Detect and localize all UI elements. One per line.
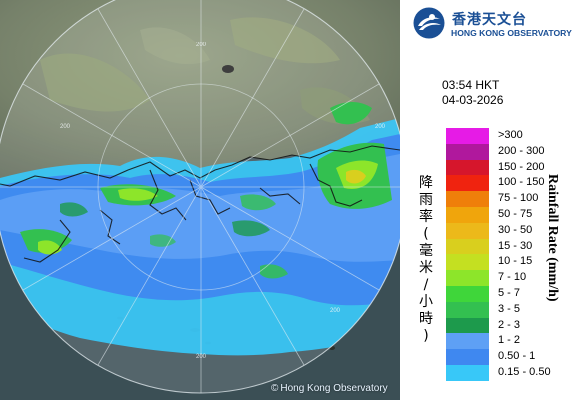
image-date: 04-03-2026 — [442, 93, 504, 107]
legend-swatch — [446, 317, 489, 334]
legend-label: >300 — [498, 129, 523, 141]
range-marker: 200 — [196, 42, 207, 48]
legend-row: 10 - 15 — [446, 254, 564, 271]
legend-swatch — [446, 159, 489, 176]
legend-label: 1 - 2 — [498, 334, 521, 347]
legend-swatch — [446, 191, 489, 207]
rain-echo — [260, 264, 288, 279]
rainfall-legend: >300 200 - 300 150 - 200 100 - 150 75 - 100 5… — [446, 128, 564, 381]
legend-swatch — [446, 128, 489, 144]
legend-swatch — [446, 349, 489, 365]
rain-echo — [150, 234, 176, 247]
legend-title-char: 降 — [419, 175, 433, 191]
lowland-patch — [140, 27, 210, 65]
legend-row: 15 - 30 — [446, 238, 564, 255]
rain-echo — [0, 154, 400, 262]
legend-row: >300 — [446, 128, 564, 144]
legend-label: 0.15 - 0.50 — [498, 365, 551, 378]
legend-label: 50 - 75 — [498, 207, 533, 220]
range-marker: 200 — [330, 308, 341, 314]
legend-row: 150 - 200 — [446, 159, 564, 176]
radar-map[interactable]: 200 200 200 200 200 © Hong Kong Observato… — [0, 0, 400, 400]
legend-label: 10 - 15 — [498, 255, 533, 268]
legend-title-char: 米 — [419, 260, 433, 276]
range-marker: 200 — [60, 124, 71, 130]
legend-row: 5 - 7 — [446, 285, 564, 302]
lowland-patch — [40, 53, 150, 112]
rain-echo — [240, 194, 276, 211]
legend-title-char: 小 — [419, 294, 433, 310]
legend-title-chinese: 降雨率(毫米 / 小時) — [418, 175, 434, 345]
map-copyright: © Hong Kong Observatory — [271, 383, 388, 394]
legend-row: 50 - 75 — [446, 206, 564, 223]
rain-echo-layer — [0, 102, 400, 356]
legend-label: 7 - 10 — [498, 271, 527, 284]
legend-title-char: / — [423, 277, 429, 293]
hko-logo[interactable]: 香港天文台 HONG KONG OBSERVATORY — [412, 6, 572, 42]
legend-title-char: 時 — [419, 311, 433, 327]
image-time: 03:54 HKT — [442, 78, 500, 92]
legend-row: 200 - 300 — [446, 143, 564, 160]
legend-title-char: ) — [423, 328, 429, 344]
legend-title-char: 率 — [419, 209, 433, 225]
hko-emblem-icon — [413, 7, 445, 39]
info-panel: 香港天文台 HONG KONG OBSERVATORY 03:54 HKT 04… — [400, 0, 577, 400]
legend-swatch — [446, 222, 489, 239]
rain-echo — [118, 188, 158, 201]
legend-swatch — [446, 175, 489, 192]
coastline — [0, 145, 400, 263]
legend-swatch — [446, 270, 489, 286]
legend-label: 3 - 5 — [498, 302, 521, 315]
legend-title-char: ( — [423, 226, 429, 242]
copyright-symbol: © — [271, 383, 279, 394]
legend-row: 30 - 50 — [446, 222, 564, 239]
copyright-text: Hong Kong Observatory — [280, 383, 388, 394]
legend-row: 75 - 100 — [446, 191, 564, 207]
legend-label: 30 - 50 — [498, 223, 533, 236]
legend-title-char: 雨 — [419, 192, 433, 208]
legend-label: 15 - 30 — [498, 239, 533, 252]
rain-echo — [60, 202, 88, 217]
rain-echo — [346, 169, 366, 184]
rain-echo — [232, 220, 270, 237]
logo-chinese-name: 香港天文台 — [452, 12, 527, 28]
legend-row: 2 - 3 — [446, 317, 564, 334]
legend-swatch — [446, 254, 489, 271]
bearing-lines — [0, 0, 400, 393]
legend-title-char: 毫 — [419, 243, 433, 259]
legend-swatch — [446, 364, 489, 381]
legend-label: 100 - 150 — [498, 176, 545, 189]
range-marker: 200 — [375, 124, 386, 130]
legend-row: 7 - 10 — [446, 270, 564, 286]
legend-label: 150 - 200 — [498, 160, 545, 173]
legend-swatch — [446, 333, 489, 350]
legend-row: 0.50 - 1 — [446, 349, 564, 365]
lowland-patch — [230, 17, 340, 64]
legend-label: 200 - 300 — [498, 144, 545, 157]
legend-row: 1 - 2 — [446, 333, 564, 350]
logo-english-name: HONG KONG OBSERVATORY — [451, 28, 572, 38]
legend-swatch — [446, 238, 489, 255]
legend-row: 0.15 - 0.50 — [446, 364, 564, 381]
legend-label: 2 - 3 — [498, 318, 521, 331]
range-marker: 200 — [196, 354, 207, 360]
legend-swatch — [446, 301, 489, 318]
legend-row: 100 - 150 — [446, 175, 564, 192]
legend-row: 3 - 5 — [446, 301, 564, 318]
legend-swatch — [446, 206, 489, 223]
legend-label: 75 - 100 — [498, 192, 539, 205]
legend-swatch — [446, 143, 489, 160]
legend-label: 0.50 - 1 — [498, 350, 536, 363]
rain-echo — [330, 102, 372, 125]
legend-swatch — [446, 285, 489, 302]
legend-label: 5 - 7 — [498, 286, 521, 299]
island — [222, 65, 234, 73]
